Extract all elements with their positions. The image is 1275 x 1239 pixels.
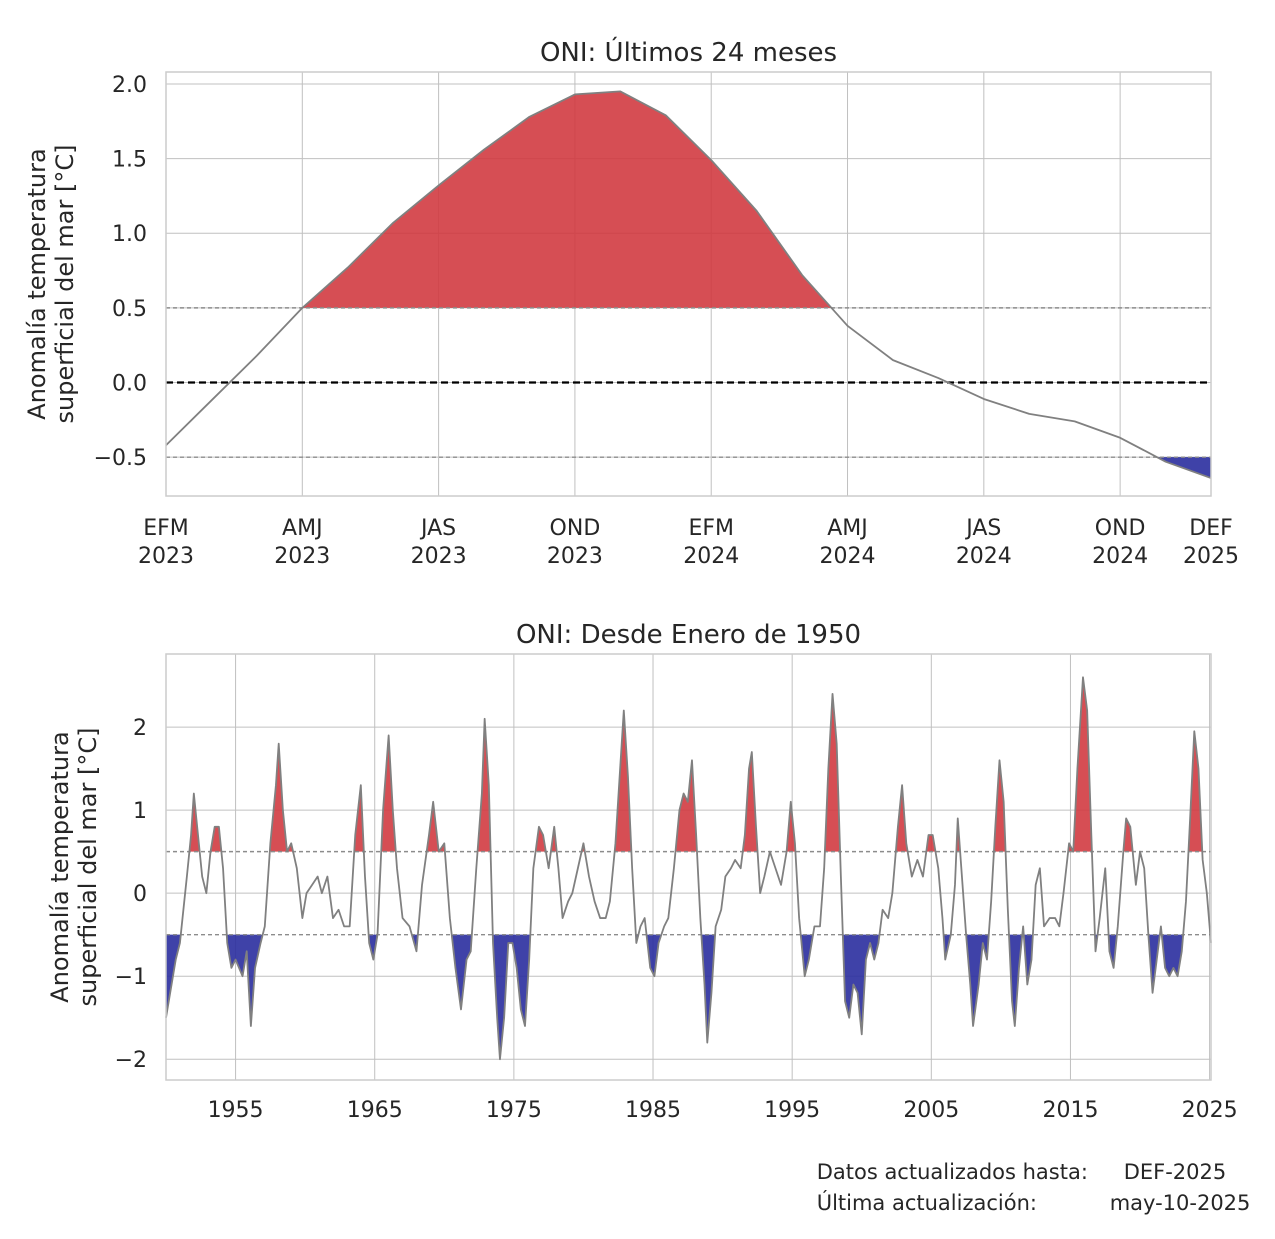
chart2-x-tick-label: 2015 — [1042, 1098, 1098, 1123]
figure: 2.0 1.5 1.0 0.5 0.0 −0.5 ONI: Últimos 24 meses… — [23, 36, 1250, 1215]
footer-updated-row: Datos actualizados hasta: — [790, 1136, 1088, 1208]
chart1-y-tick-label: 0.5 — [112, 297, 147, 322]
chart2-cold-anomaly-fill — [226, 934, 263, 1027]
chart2-x-tick-label: 1995 — [764, 1098, 820, 1123]
chart2-warm-anomaly-fill — [993, 760, 1006, 852]
chart2-cold-anomaly-fill — [166, 934, 181, 1018]
chart1-oni-line — [165, 90, 1212, 479]
oni-figure-svg: 2.0 1.5 1.0 0.5 0.0 −0.5 ONI: Últimos 24 meses… — [23, 36, 1239, 1123]
chart-since-1950: 2 1 0 −1 −2 ONI: Desde Enero de 1950 Anomalía … — [46, 620, 1238, 1123]
chart1-x-tick-year: 2024 — [820, 544, 876, 569]
chart1-x-tick-year: 2024 — [1092, 544, 1148, 569]
chart2-y-axis-label: Anomalía temperatura — [46, 731, 74, 1002]
chart1-y-axis-label: Anomalía temperatura — [23, 148, 51, 419]
chart1-title: ONI: Últimos 24 meses — [540, 36, 837, 68]
chart1-y-tick-label: −0.5 — [94, 446, 147, 471]
chart2-warm-anomaly-fill — [786, 801, 796, 852]
chart1-y-tick-label: 1.0 — [112, 222, 147, 247]
chart2-x-tick-label: 1955 — [208, 1098, 264, 1123]
chart1-x-tick-year: 2023 — [547, 544, 603, 569]
chart2-cold-anomaly-fill — [368, 934, 378, 960]
chart1-x-tick-season: DEF — [1189, 516, 1233, 541]
footer-last-update-row: Última actualización: — [790, 1167, 1037, 1239]
chart1-x-tick-season: AMJ — [827, 516, 868, 541]
footer-last-update-label: Última actualización: — [816, 1191, 1037, 1215]
chart2-y-tick-label: 0 — [133, 882, 147, 907]
chart2-warm-anomaly-fill — [824, 693, 841, 852]
chart2-x-tick-label: 1965 — [347, 1098, 403, 1123]
chart2-cold-anomaly-fill — [1148, 934, 1160, 993]
footer-last-update-value-box: may-10-2025 — [1083, 1167, 1251, 1239]
chart-last-24-months: 2.0 1.5 1.0 0.5 0.0 −0.5 ONI: Últimos 24 meses… — [23, 36, 1239, 569]
chart1-warm-anomaly-fill — [302, 91, 832, 308]
chart2-warm-anomaly-fill — [1188, 731, 1203, 852]
chart1-x-tick-year: 2025 — [1183, 544, 1239, 569]
chart2-warm-anomaly-fill — [742, 751, 758, 852]
chart2-y-tick-label: −2 — [115, 1048, 147, 1073]
chart2-warm-anomaly-fill — [426, 801, 439, 852]
chart2-frame — [165, 653, 1212, 1081]
chart1-x-tick-year: 2024 — [956, 544, 1012, 569]
chart1-x-tick-year: 2023 — [411, 544, 467, 569]
chart1-y-tick-label: 0.0 — [112, 372, 147, 397]
footer-last-update-value: may-10-2025 — [1109, 1191, 1251, 1215]
chart2-cold-anomaly-fill — [1108, 934, 1117, 968]
chart1-x-tick-season: JAS — [419, 516, 456, 541]
footer-updated-value-box: DEF-2025 — [1097, 1136, 1227, 1208]
chart2-cold-anomaly-fill — [1023, 934, 1033, 985]
chart1-y-tick-label: 1.5 — [112, 148, 147, 173]
chart1-y-axis-label: superficial del mar [°C] — [51, 145, 79, 424]
chart2-cold-anomaly-fill — [1161, 934, 1184, 977]
chart2-x-tick-label: 1975 — [486, 1098, 542, 1123]
chart2-cold-anomaly-fill — [842, 934, 880, 1035]
chart1-x-tick-season: AMJ — [282, 516, 323, 541]
chart2-y-tick-label: −1 — [115, 965, 147, 990]
chart1-x-tick-year: 2024 — [683, 544, 739, 569]
chart2-cold-anomaly-fill — [451, 934, 472, 1010]
chart2-warm-anomaly-fill — [614, 710, 632, 852]
chart2-y-tick-label: 1 — [133, 799, 147, 824]
chart2-x-tick-label: 1985 — [625, 1098, 681, 1123]
chart1-x-tick-season: OND — [1095, 516, 1146, 541]
chart2-y-axis-label: superficial del mar [°C] — [74, 728, 102, 1007]
chart1-x-tick-year: 2023 — [138, 544, 194, 569]
footer-updated-value: DEF-2025 — [1123, 1160, 1227, 1184]
chart1-x-tick-season: OND — [550, 516, 601, 541]
footer-updated-label: Datos actualizados hasta: — [816, 1160, 1088, 1184]
chart1-frame — [165, 71, 1212, 497]
chart2-title: ONI: Desde Enero de 1950 — [516, 620, 861, 650]
chart2-cold-anomaly-fill — [701, 934, 716, 1043]
chart1-x-tick-season: EFM — [688, 516, 734, 541]
chart2-warm-anomaly-fill — [895, 785, 908, 852]
chart1-x-tick-year: 2023 — [274, 544, 330, 569]
chart2-warm-anomaly-fill — [189, 793, 200, 852]
chart2-warm-anomaly-fill — [381, 735, 396, 852]
chart2-plot-area — [166, 654, 1211, 1080]
chart2-y-tick-label: 2 — [133, 716, 147, 741]
chart2-x-tick-label: 2025 — [1182, 1098, 1238, 1123]
chart1-x-tick-season: JAS — [964, 516, 1001, 541]
chart2-oni-line — [165, 676, 1212, 1061]
chart2-warm-anomaly-fill — [675, 760, 697, 852]
chart1-y-tick-label: 2.0 — [112, 73, 147, 98]
chart2-x-tick-label: 2005 — [903, 1098, 959, 1123]
chart2-warm-anomaly-fill — [269, 743, 288, 852]
chart1-x-tick-season: EFM — [143, 516, 189, 541]
chart2-cold-anomaly-fill — [492, 934, 531, 1060]
